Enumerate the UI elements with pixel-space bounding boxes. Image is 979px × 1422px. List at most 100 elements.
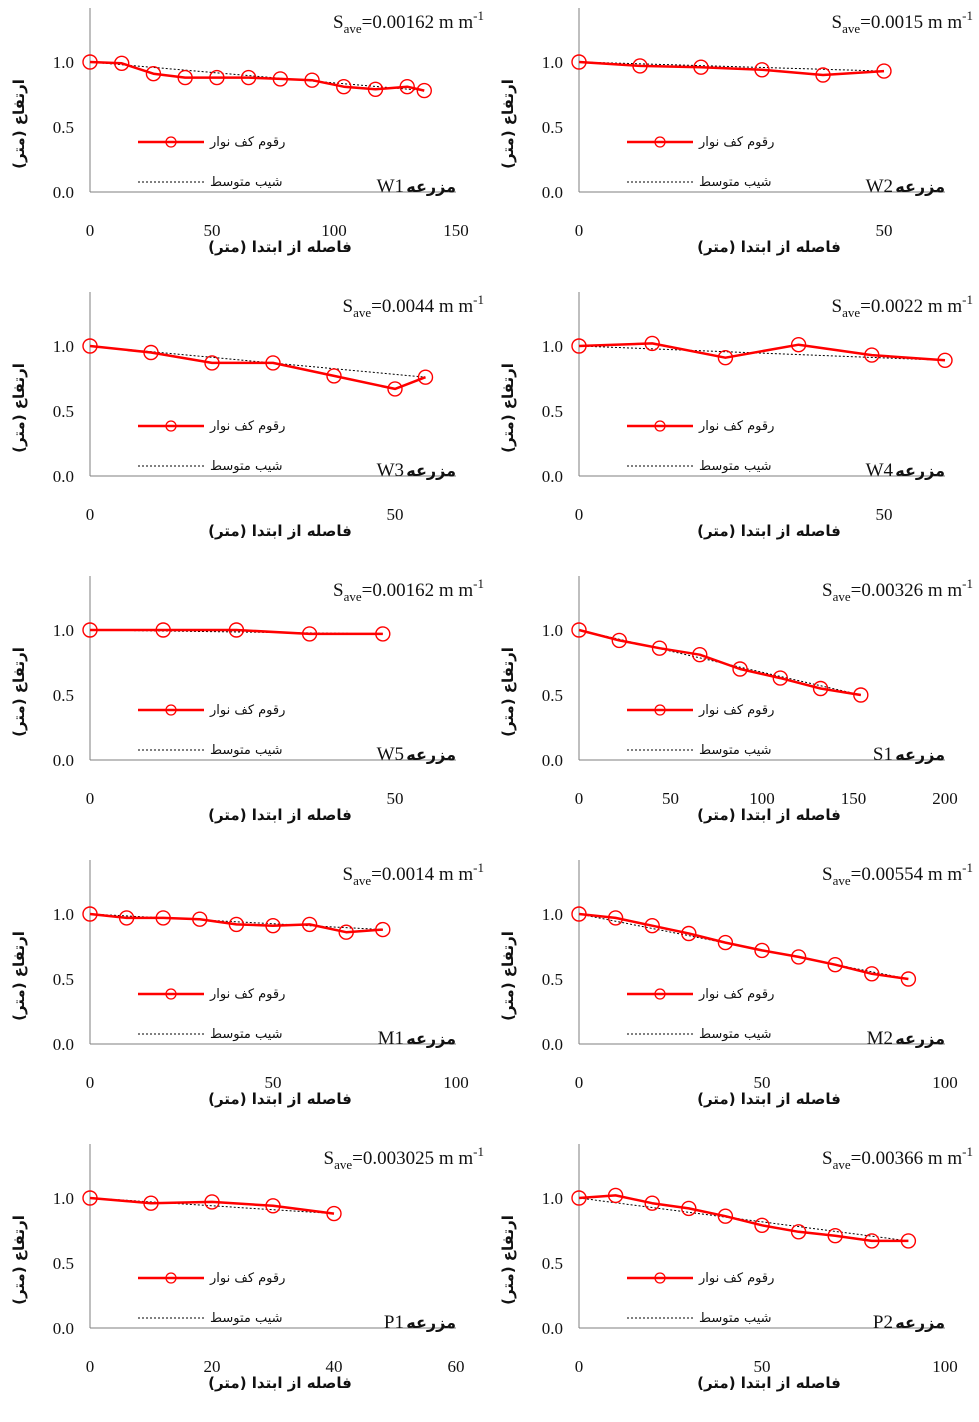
y-axis-label: ارتفاع (متر) (499, 363, 517, 453)
data-point (326, 368, 342, 384)
x-axis-label: فاصله از ابتدا (متر) (697, 238, 841, 256)
slope-unit: m m (434, 1148, 473, 1169)
y-tick-label: 0.0 (542, 751, 563, 770)
legend-average-label: شیب متوسط (699, 1027, 772, 1042)
y-tick-label: 0.0 (542, 467, 563, 486)
y-tick-label: 0.0 (53, 1319, 74, 1338)
x-tick-label: 200 (932, 789, 958, 808)
legend-measured-marker (165, 420, 177, 432)
slope-annotation: Save=0.003025 m m-1 (324, 1144, 485, 1172)
slope-annotation: Save=0.0014 m m-1 (343, 860, 485, 888)
slope-unit: m m (434, 296, 473, 317)
data-point (754, 1217, 770, 1234)
data-point (143, 344, 159, 361)
slope-value: =0.00366 (851, 1148, 923, 1169)
farm-word: مزرعه (406, 1313, 456, 1332)
data-point (632, 58, 648, 74)
legend-average-label: شیب متوسط (210, 1311, 283, 1326)
series-average-line (578, 1197, 909, 1242)
farm-word: مزرعه (406, 745, 456, 764)
data-point (754, 62, 770, 78)
chart-panel-m1: 0.0 0.5 1.0 0 50 100 فاصله از ابتدا (متر) ارتفا… (10, 860, 484, 1108)
data-point (876, 63, 892, 79)
slope-subscript: ave (344, 589, 362, 604)
slope-value: =0.0044 (371, 296, 434, 317)
x-axis-label: فاصله از ابتدا (متر) (697, 1374, 841, 1392)
x-tick-label: 50 (265, 1073, 282, 1092)
chart-panel-w5: 0.0 0.5 1.0 0 50 فاصله از ابتدا (متر) ارتفاع (… (10, 576, 484, 824)
y-tick-label: 1.0 (542, 337, 563, 356)
legend-measured-label: رقوم کف نوار (698, 419, 774, 434)
series-measured-line (89, 912, 383, 934)
y-tick-label: 1.0 (542, 1189, 563, 1208)
y-tick-label: 0.5 (53, 1254, 74, 1273)
y-axis-label: ارتفاع (متر) (10, 1215, 28, 1305)
slope-unit-exponent: -1 (473, 292, 484, 307)
slope-value: =0.00554 (851, 864, 924, 885)
legend-average-label: شیب متوسط (210, 743, 283, 758)
data-point (717, 1208, 734, 1224)
slope-unit-exponent: -1 (473, 1144, 484, 1159)
y-tick-label: 0.5 (542, 970, 563, 989)
series-measured-line (89, 1196, 335, 1215)
y-tick-label: 1.0 (542, 621, 563, 640)
x-axis-label: فاصله از ابتدا (متر) (208, 522, 352, 540)
slope-unit-exponent: -1 (962, 292, 973, 307)
slope-annotation: Save=0.0015 m m-1 (832, 8, 974, 36)
slope-subscript: ave (833, 589, 851, 604)
series-average-line (578, 61, 885, 72)
data-point (118, 910, 135, 926)
legend-measured-label: رقوم کف نوار (209, 703, 285, 718)
x-tick-label: 150 (443, 221, 469, 240)
legend-measured-marker (654, 1272, 666, 1284)
x-tick-label: 40 (326, 1357, 343, 1376)
data-point (853, 687, 869, 703)
slope-value: =0.0022 (860, 296, 923, 317)
data-point (192, 911, 208, 927)
y-tick-label: 0.0 (542, 1035, 563, 1054)
slope-subscript: ave (842, 21, 860, 36)
data-point (812, 680, 829, 697)
farm-code: W2 (866, 176, 893, 197)
slope-annotation: Save=0.0022 m m-1 (832, 292, 974, 320)
data-point (375, 626, 391, 642)
x-tick-label: 0 (575, 1357, 584, 1376)
legend-measured-label: رقوم کف نوار (209, 135, 285, 150)
slope-value: =0.0014 (371, 864, 434, 885)
legend-measured-marker (165, 988, 177, 1000)
data-point (204, 355, 220, 371)
slope-unit-exponent: -1 (473, 860, 484, 875)
data-point (815, 67, 831, 83)
data-point (827, 1227, 843, 1244)
slope-unit: m m (923, 296, 962, 317)
x-tick-label: 50 (387, 505, 404, 524)
slope-unit: m m (923, 864, 962, 885)
farm-word: مزرعه (895, 745, 945, 764)
farm-word: مزرعه (895, 1029, 945, 1048)
slope-unit: m m (923, 1148, 962, 1169)
data-point (143, 1195, 159, 1211)
y-axis-label: ارتفاع (متر) (10, 79, 28, 169)
data-point (900, 1233, 917, 1249)
data-point (607, 910, 624, 926)
data-point (644, 1195, 660, 1211)
y-tick-label: 1.0 (53, 621, 74, 640)
slope-subscript: ave (353, 305, 371, 320)
data-point (644, 918, 660, 934)
x-tick-label: 0 (575, 789, 584, 808)
x-tick-label: 50 (754, 1073, 771, 1092)
legend-measured-marker (165, 1272, 177, 1284)
x-tick-label: 100 (443, 1073, 469, 1092)
slope-unit: m m (923, 12, 962, 33)
y-tick-label: 0.5 (53, 686, 74, 705)
chart-panel-w4: 0.0 0.5 1.0 0 50 فاصله از ابتدا (متر) ارتفاع (… (499, 292, 973, 540)
data-point (417, 369, 434, 385)
slope-annotation: Save=0.0044 m m-1 (343, 292, 485, 320)
data-point (864, 347, 880, 363)
x-tick-label: 0 (86, 221, 95, 240)
x-tick-label: 0 (575, 221, 584, 240)
y-axis-label: ارتفاع (متر) (499, 79, 517, 169)
data-point (301, 916, 318, 933)
legend-average-label: شیب متوسط (699, 743, 772, 758)
